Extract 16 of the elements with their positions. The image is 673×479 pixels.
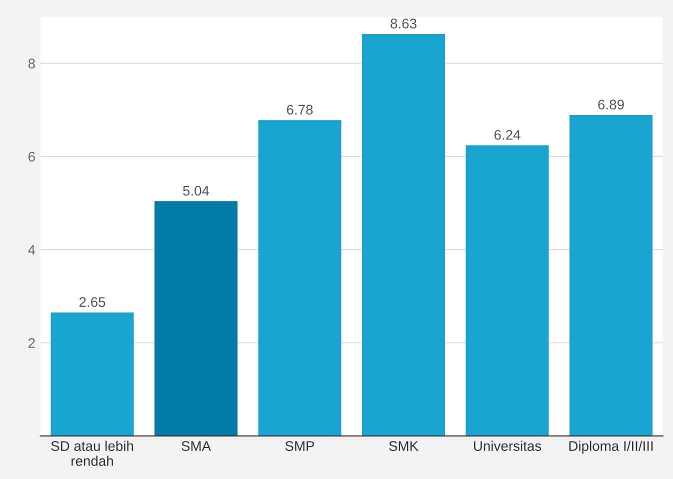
y-tick-label: 6 xyxy=(28,152,35,162)
x-tick-label: Universitas xyxy=(474,440,542,451)
data-label: 8.63 xyxy=(390,18,416,28)
x-tick-label: SMK xyxy=(389,441,418,451)
y-tick-label: 4 xyxy=(28,245,36,255)
y-tick-label: 2 xyxy=(28,338,35,348)
x-tick-label: SMP xyxy=(285,441,314,451)
x-tick-label: SMA xyxy=(182,441,212,451)
x-tick-label: SD atau lebih rendah xyxy=(51,440,134,466)
data-label: 5.04 xyxy=(183,186,210,196)
data-label: 6.24 xyxy=(494,130,520,140)
y-tick-label: 8 xyxy=(28,58,35,69)
x-tick-label: Diploma I/II/III xyxy=(569,440,653,454)
data-label: 6.89 xyxy=(598,100,624,110)
data-label: 2.65 xyxy=(79,297,106,307)
data-label: 6.78 xyxy=(286,104,313,115)
